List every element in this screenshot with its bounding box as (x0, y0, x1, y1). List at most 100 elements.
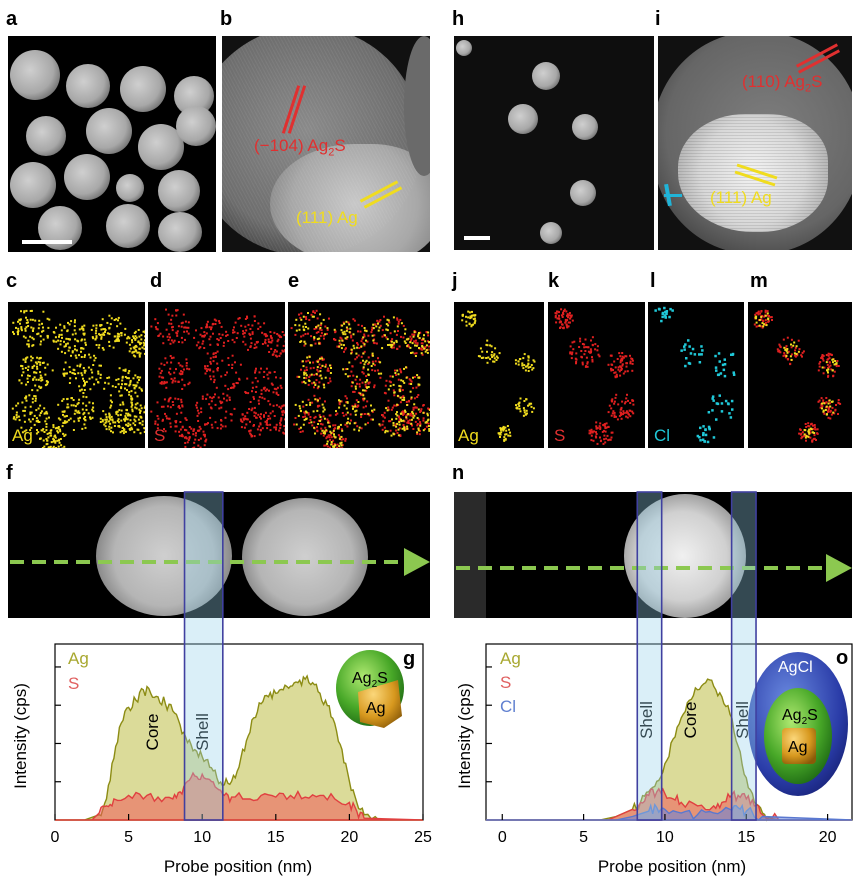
eds-dot (706, 440, 710, 444)
eds-dot (29, 405, 32, 408)
eds-dot (396, 431, 399, 434)
eds-dot (351, 365, 354, 368)
eds-dot (79, 363, 82, 366)
eds-dot (828, 399, 831, 402)
eds-dot (52, 424, 55, 427)
eds-dot (363, 363, 366, 366)
eds-dot (35, 432, 38, 435)
eds-dot (332, 429, 335, 432)
eds-dot (470, 314, 473, 317)
x-axis-label-o: Probe position (nm) (598, 857, 746, 876)
eds-dot (276, 344, 279, 347)
eds-dot (294, 417, 297, 419)
eds-dot (505, 433, 508, 436)
eds-dot (195, 344, 198, 347)
eds-dot (371, 328, 373, 331)
eds-dot (57, 445, 60, 448)
eds-dot (411, 415, 414, 417)
eds-dot (134, 349, 137, 352)
eds-dot (415, 406, 418, 409)
eds-dot (266, 334, 269, 337)
eds-dot (419, 424, 422, 427)
eds-dot (362, 389, 364, 392)
eds-dot (208, 403, 211, 406)
eds-dot (801, 431, 804, 434)
eds-dot (618, 414, 621, 417)
eds-dot (307, 413, 310, 416)
eds-dot (296, 375, 299, 378)
eds-dot (503, 439, 506, 442)
eds-dot (282, 404, 285, 407)
eds-dot (170, 361, 173, 364)
eds-dot (603, 429, 605, 432)
shell-region-box (183, 491, 224, 821)
eds-dot (169, 355, 172, 357)
eds-dot (595, 425, 598, 428)
eds-dot (480, 357, 483, 359)
eds-dot (21, 367, 24, 370)
eds-dot (129, 383, 132, 386)
eds-dot (320, 377, 323, 380)
eds-dot (361, 371, 364, 374)
eds-dot (396, 325, 399, 328)
eds-dot (249, 328, 252, 330)
eds-dot (474, 314, 477, 317)
eds-dot (181, 372, 184, 375)
eds-dot (361, 338, 364, 340)
eds-dot (17, 333, 19, 336)
eds-dot (249, 333, 252, 336)
eds-dot (821, 402, 823, 405)
eds-dot (342, 344, 345, 347)
eds-dot (757, 310, 760, 313)
eds-dot (821, 357, 824, 360)
eds-dot (58, 333, 61, 336)
eds-dot (364, 361, 367, 364)
eds-dot (406, 421, 409, 424)
eds-dot (25, 429, 28, 432)
eds-dot (188, 368, 191, 371)
eds-dot (361, 381, 364, 384)
eds-dot (764, 309, 767, 312)
eds-dot (269, 423, 272, 426)
eds-dot (603, 438, 606, 441)
eds-dot (579, 337, 582, 340)
eds-dot (611, 400, 613, 403)
eds-dot (330, 443, 333, 446)
eds-dot (282, 409, 285, 412)
eds-dot (250, 433, 253, 436)
eds-dot (177, 380, 180, 383)
eds-dot (108, 414, 111, 417)
eds-dot (754, 316, 757, 319)
eds-dot (309, 418, 312, 421)
eds-dot (366, 386, 369, 389)
eds-dot (272, 404, 275, 407)
eds-dot (348, 323, 351, 326)
eds-dot (244, 325, 247, 328)
eds-dot (269, 335, 272, 337)
eds-dot (595, 436, 598, 439)
eds-dot (187, 439, 190, 441)
eds-dot (329, 446, 331, 448)
legend-s: S (68, 674, 79, 693)
eds-dot (21, 365, 24, 368)
eds-dot (298, 405, 301, 408)
eds-dot (786, 348, 789, 350)
eds-dot (49, 445, 52, 448)
eds-dot (696, 434, 700, 438)
eds-dot (309, 416, 312, 418)
eds-dot (837, 402, 840, 405)
eds-dot (126, 337, 129, 340)
eds-dot (362, 336, 365, 339)
eds-dot (424, 350, 427, 353)
eds-dot (93, 354, 96, 357)
eds-dot (210, 328, 212, 331)
eds-dot (400, 322, 403, 325)
eds-dot (104, 413, 107, 416)
eds-dot (77, 417, 80, 420)
eds-dot (136, 402, 139, 405)
eds-dot (217, 339, 220, 342)
eds-dot (487, 356, 490, 359)
eds-dot (308, 376, 311, 378)
eds-dot (341, 412, 344, 414)
eds-dot (410, 383, 413, 385)
